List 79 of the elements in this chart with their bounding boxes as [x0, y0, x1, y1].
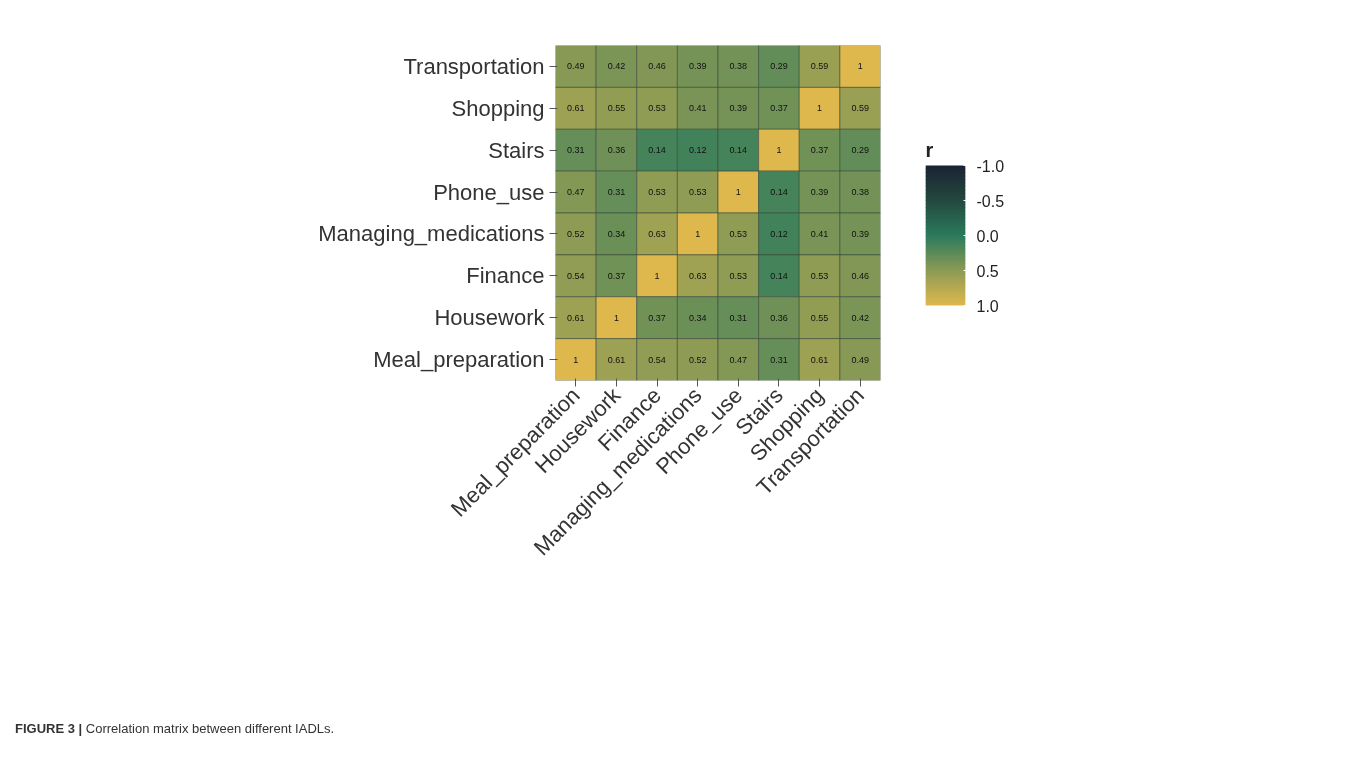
- y-tick-label: Stairs: [488, 137, 545, 163]
- data-label: 0.63: [688, 270, 707, 281]
- data-label: 0.38: [729, 61, 748, 72]
- data-label: 0.29: [851, 145, 869, 156]
- data-label: 1: [857, 61, 863, 72]
- data-label: 0.31: [729, 312, 748, 323]
- data-label: 0.47: [729, 354, 748, 365]
- data-label: 0.53: [648, 103, 666, 114]
- data-label: 0.34: [688, 312, 707, 323]
- color-bar-title: r: [925, 138, 934, 161]
- color-bar-label: -1.0: [976, 157, 1005, 175]
- data-label: 0.12: [770, 228, 788, 239]
- data-label: 0.49: [851, 354, 869, 365]
- data-label: 1: [654, 270, 660, 281]
- y-tick-label: Housework: [434, 305, 546, 331]
- data-label: 1: [817, 103, 823, 114]
- y-tick-label: Finance: [466, 263, 545, 289]
- data-label: 0.39: [688, 61, 707, 72]
- data-label: 0.55: [810, 312, 829, 323]
- data-label: 0.29: [770, 61, 788, 72]
- data-label: 0.37: [810, 145, 829, 156]
- data-label: 0.38: [851, 187, 869, 198]
- data-label: 1: [735, 187, 741, 198]
- data-label: 0.36: [770, 312, 788, 323]
- data-label: 0.14: [729, 145, 748, 156]
- data-label: 0.59: [851, 103, 869, 114]
- data-label: 0.59: [810, 61, 829, 72]
- color-bar-label: 1.0: [976, 297, 999, 315]
- y-tick-label: Phone_use: [433, 179, 545, 205]
- data-label: 1: [573, 354, 579, 365]
- y-tick-label: Shopping: [451, 95, 545, 121]
- y-tick-label: Meal_preparation: [373, 347, 545, 373]
- data-label: 0.36: [607, 145, 626, 156]
- data-label: 0.37: [770, 103, 788, 114]
- data-label: 0.39: [810, 187, 829, 198]
- data-label: 0.47: [567, 187, 585, 198]
- data-label: 0.61: [607, 354, 626, 365]
- data-label: 0.37: [648, 312, 666, 323]
- data-label: 0.39: [851, 228, 869, 239]
- data-label: 0.53: [688, 187, 707, 198]
- data-label: 0.53: [810, 270, 829, 281]
- data-label: 0.55: [607, 103, 626, 114]
- data-label: 1: [613, 312, 619, 323]
- color-bar-label: 0.0: [976, 227, 999, 245]
- data-label: 0.52: [567, 228, 585, 239]
- data-label: 0.14: [770, 187, 788, 198]
- color-bar-label: -0.5: [976, 192, 1005, 210]
- data-label: 0.42: [851, 312, 869, 323]
- data-label: 0.39: [729, 103, 748, 114]
- y-tick-label: Transportation: [403, 53, 545, 79]
- color-bar-label: 0.5: [976, 262, 999, 280]
- data-label: 0.34: [607, 228, 626, 239]
- y-tick-label: Managing_medications: [318, 221, 545, 247]
- data-label: 0.52: [688, 354, 707, 365]
- data-label: 0.53: [729, 228, 748, 239]
- data-label: 0.31: [770, 354, 788, 365]
- data-label: 0.46: [648, 61, 666, 72]
- data-label: 0.42: [607, 61, 626, 72]
- data-label: 0.61: [567, 103, 585, 114]
- data-label: 0.41: [688, 103, 707, 114]
- data-label: 0.12: [688, 145, 707, 156]
- data-label: 0.46: [851, 270, 869, 281]
- data-label: 0.53: [729, 270, 748, 281]
- data-label: 0.14: [770, 270, 788, 281]
- data-label: 0.31: [607, 187, 626, 198]
- data-label: 1: [695, 228, 701, 239]
- data-label: 0.61: [810, 354, 829, 365]
- data-label: 0.37: [607, 270, 626, 281]
- data-label: 0.49: [567, 61, 585, 72]
- data-label: 0.54: [567, 270, 585, 281]
- data-label: 0.14: [648, 145, 666, 156]
- data-label: 0.61: [567, 312, 585, 323]
- data-label: 0.53: [648, 187, 666, 198]
- data-label: 0.54: [648, 354, 666, 365]
- data-label: 0.41: [810, 228, 829, 239]
- data-label: 0.31: [567, 145, 585, 156]
- caption: FIGURE 3 | Correlation matrix between different IADLs.: [15, 720, 335, 738]
- data-label: 0.63: [648, 228, 666, 239]
- data-label: 1: [776, 145, 782, 156]
